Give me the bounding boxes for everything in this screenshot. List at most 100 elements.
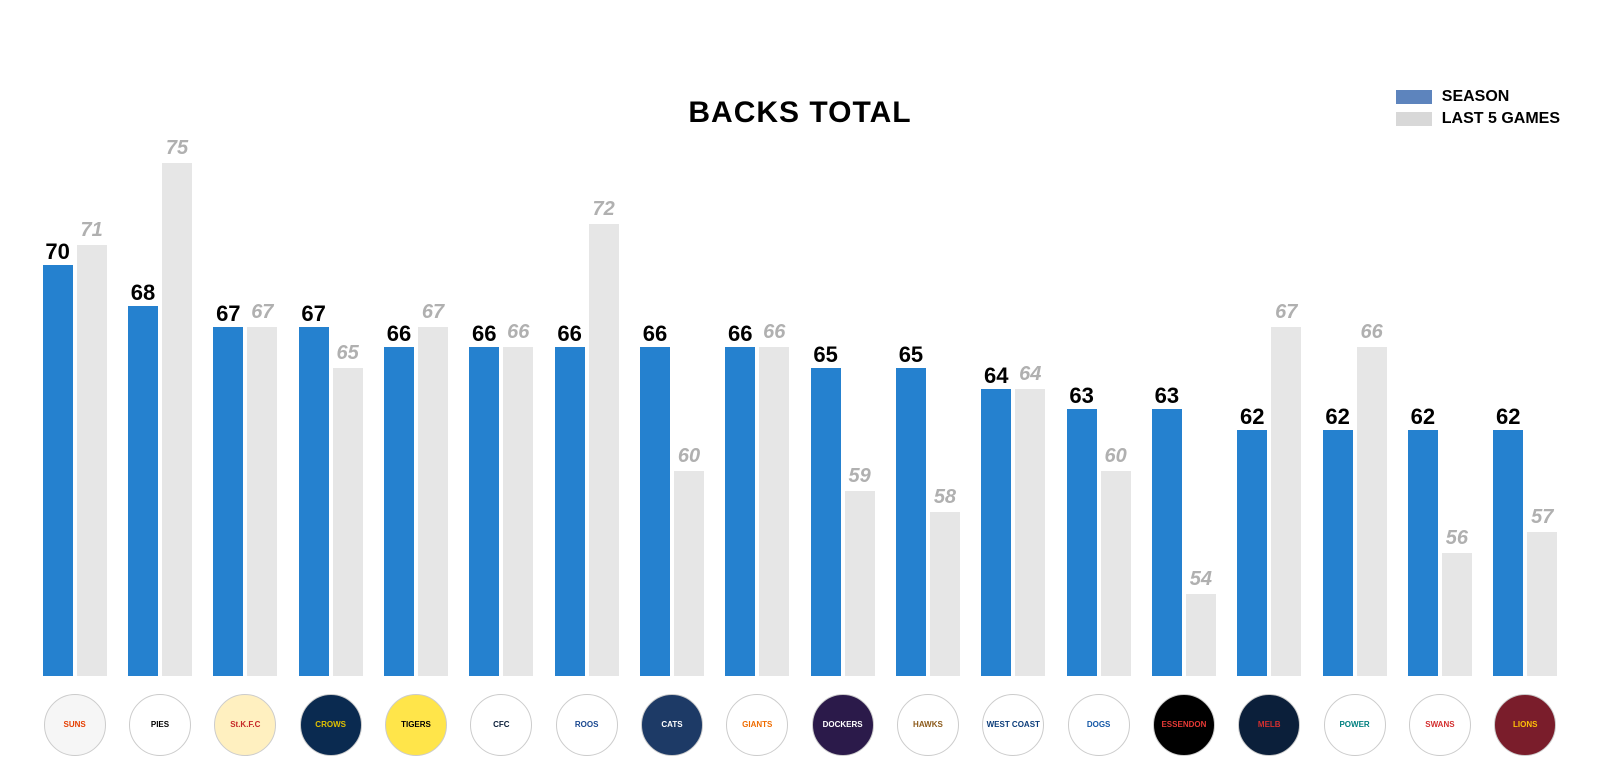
bar-season: 70 [43, 265, 73, 676]
bar-value-last5: 66 [763, 321, 785, 344]
bar-value-season: 66 [728, 321, 752, 347]
x-category: POWER [1312, 694, 1397, 756]
team-logo-icon: SUNS [44, 694, 106, 756]
bar-last5: 60 [1101, 471, 1131, 676]
bar-value-season: 63 [1069, 383, 1093, 409]
x-category: ROOS [544, 694, 629, 756]
x-category: SWANS [1397, 694, 1482, 756]
x-category: HAWKS [885, 694, 970, 756]
bar-last5: 64 [1015, 389, 1045, 676]
bar-value-season: 66 [472, 321, 496, 347]
team-logo-icon: POWER [1324, 694, 1386, 756]
bar-value-season: 66 [387, 321, 411, 347]
bar-season: 63 [1067, 409, 1097, 676]
team-logo-icon: CFC [470, 694, 532, 756]
bar-value-season: 65 [813, 342, 837, 368]
bar-season: 67 [299, 327, 329, 676]
bar-last5: 60 [674, 471, 704, 676]
bar-value-last5: 71 [81, 219, 103, 242]
bar-last5: 67 [1271, 327, 1301, 676]
bar-value-season: 68 [131, 280, 155, 306]
bar-group: 6558 [885, 60, 970, 676]
team-logo-icon: CATS [641, 694, 703, 756]
bar-season: 63 [1152, 409, 1182, 676]
bar-group: 6267 [1227, 60, 1312, 676]
bar-value-season: 66 [643, 321, 667, 347]
x-category: PIES [117, 694, 202, 756]
x-category: ESSENDON [1141, 694, 1226, 756]
bar-value-last5: 60 [678, 445, 700, 468]
x-category: LIONS [1483, 694, 1568, 756]
bar-season: 65 [896, 368, 926, 676]
bar-value-last5: 67 [251, 301, 273, 324]
team-logo-icon: ESSENDON [1153, 694, 1215, 756]
backs-total-chart: BACKS TOTAL SEASON LAST 5 GAMES 70716875… [0, 0, 1600, 764]
bar-group: 6464 [971, 60, 1056, 676]
bar-last5: 57 [1527, 532, 1557, 676]
bar-group: 6660 [629, 60, 714, 676]
bar-season: 67 [213, 327, 243, 676]
bar-group: 6354 [1141, 60, 1226, 676]
bar-value-season: 63 [1155, 383, 1179, 409]
bar-value-last5: 65 [337, 342, 359, 365]
x-category: TIGERS [373, 694, 458, 756]
bar-season: 66 [555, 347, 585, 676]
bar-last5: 66 [1357, 347, 1387, 676]
bar-value-last5: 66 [507, 321, 529, 344]
x-category: CFC [459, 694, 544, 756]
x-category: CROWS [288, 694, 373, 756]
team-logo-icon: PIES [129, 694, 191, 756]
bar-value-last5: 67 [422, 301, 444, 324]
bar-last5: 72 [589, 224, 619, 676]
bar-last5: 59 [845, 491, 875, 676]
x-category: St.K.F.C [203, 694, 288, 756]
bar-season: 62 [1237, 430, 1267, 676]
x-axis: SUNS PIES St.K.F.C CROWSTIGERSCFCROOSCATS GI… [32, 694, 1568, 756]
team-logo-icon: DOCKERS [812, 694, 874, 756]
x-category: DOGS [1056, 694, 1141, 756]
team-logo-icon: HAWKS [897, 694, 959, 756]
bar-group: 6767 [203, 60, 288, 676]
bar-group: 7071 [32, 60, 117, 676]
bar-season: 62 [1323, 430, 1353, 676]
bar-value-season: 66 [557, 321, 581, 347]
team-logo-icon: DOGS [1068, 694, 1130, 756]
x-category: GIANTS [715, 694, 800, 756]
bar-season: 62 [1493, 430, 1523, 676]
bars-container: 7071687567676765666766666672666066666559… [32, 60, 1568, 676]
bar-last5: 67 [247, 327, 277, 676]
bar-last5: 67 [418, 327, 448, 676]
bar-season: 68 [128, 306, 158, 676]
bar-season: 64 [981, 389, 1011, 676]
bar-last5: 56 [1442, 553, 1472, 676]
bar-last5: 65 [333, 368, 363, 676]
bar-last5: 71 [77, 245, 107, 676]
bar-value-season: 67 [301, 301, 325, 327]
bar-group: 6667 [373, 60, 458, 676]
bar-group: 6266 [1312, 60, 1397, 676]
bar-value-last5: 72 [593, 198, 615, 221]
bar-group: 6257 [1483, 60, 1568, 676]
bar-season: 66 [384, 347, 414, 676]
team-logo-icon: St.K.F.C [214, 694, 276, 756]
team-logo-icon: GIANTS [726, 694, 788, 756]
bar-value-last5: 60 [1104, 445, 1126, 468]
team-logo-icon: LIONS [1494, 694, 1556, 756]
bar-season: 66 [640, 347, 670, 676]
team-logo-icon: CROWS [300, 694, 362, 756]
bar-last5: 58 [930, 512, 960, 676]
bar-value-season: 62 [1240, 404, 1264, 430]
team-logo-icon: WEST COAST [982, 694, 1044, 756]
bar-value-season: 62 [1411, 404, 1435, 430]
bar-value-last5: 57 [1531, 506, 1553, 529]
team-logo-icon: MELB [1238, 694, 1300, 756]
bar-last5: 75 [162, 163, 192, 676]
bar-value-last5: 58 [934, 486, 956, 509]
bar-group: 62 56 [1397, 60, 1482, 676]
bar-last5: 54 [1186, 594, 1216, 676]
bar-group: 66 66 [459, 60, 544, 676]
bar-value-last5: 75 [166, 137, 188, 160]
bar-season: 65 [811, 368, 841, 676]
bar-group: 6360 [1056, 60, 1141, 676]
bar-value-season: 70 [45, 239, 69, 265]
